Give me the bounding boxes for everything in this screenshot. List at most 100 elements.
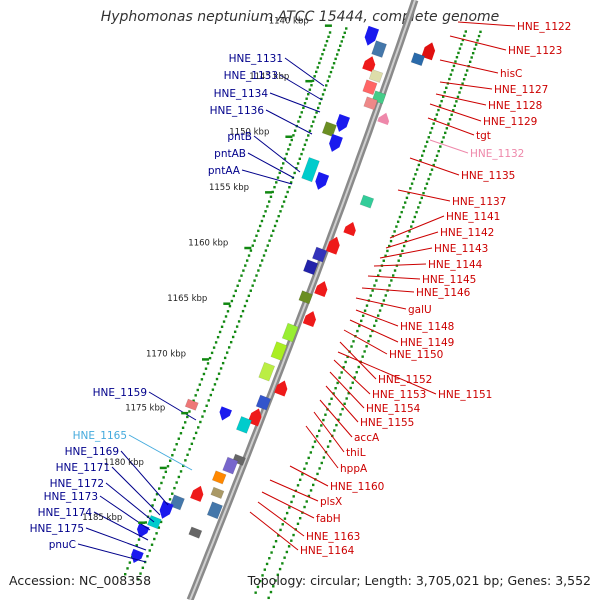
- gene-label-pntab[interactable]: pntAB: [214, 148, 246, 160]
- gene-label-hne-1136[interactable]: HNE_1136: [210, 105, 265, 117]
- gene-feature[interactable]: [281, 322, 299, 343]
- gene-feature[interactable]: [327, 134, 343, 154]
- track-dot: [458, 91, 461, 94]
- gene-label-hne-1150[interactable]: HNE_1150: [389, 349, 443, 361]
- gene-feature[interactable]: [270, 341, 288, 361]
- gene-feature[interactable]: [129, 548, 144, 565]
- gene-feature[interactable]: [211, 470, 227, 485]
- left-gene-labels[interactable]: HNE_1131 HNE_1133 HNE_1134 HNE_1136 pntB pntA…: [30, 53, 283, 551]
- gene-feature[interactable]: [362, 25, 380, 48]
- gene-feature[interactable]: [368, 69, 384, 83]
- gene-label-hisc[interactable]: hisC: [500, 68, 522, 80]
- track-dot: [239, 315, 243, 318]
- gene-label-hppa[interactable]: hppA: [340, 463, 368, 475]
- gene-label-hne-1151[interactable]: HNE_1151: [438, 389, 492, 401]
- gene-label-hne-1163[interactable]: HNE_1163: [306, 531, 360, 543]
- right-gene-labels[interactable]: HNE_1122 HNE_1123 hisC HNE_1127 HNE_1128 HNE_…: [300, 21, 571, 557]
- gene-label-hne-1152[interactable]: HNE_1152: [378, 374, 432, 386]
- gene-label-hne-1142[interactable]: HNE_1142: [440, 227, 494, 239]
- gene-label-acca[interactable]: accA: [354, 432, 380, 444]
- gene-feature[interactable]: [302, 259, 319, 276]
- gene-feature[interactable]: [235, 415, 253, 434]
- gene-feature[interactable]: [363, 96, 378, 111]
- track-dot: [350, 345, 353, 348]
- gene-label-hne-1164[interactable]: HNE_1164: [300, 545, 355, 557]
- track-dot: [273, 185, 276, 189]
- gene-feature[interactable]: [184, 398, 199, 411]
- gene-label-pntaa[interactable]: pntAA: [208, 165, 241, 177]
- gene-feature[interactable]: [222, 456, 239, 475]
- gene-label-hne-1159[interactable]: HNE_1159: [93, 387, 147, 399]
- gene-feature[interactable]: [247, 406, 264, 427]
- gene-feature[interactable]: [343, 220, 358, 237]
- gene-label-hne-1169[interactable]: HNE_1169: [65, 446, 119, 458]
- gene-feature[interactable]: [274, 379, 290, 397]
- gene-label-hne-1143[interactable]: HNE_1143: [434, 243, 488, 255]
- gene-feature[interactable]: [362, 54, 377, 73]
- gene-label-hne-1153[interactable]: HNE_1153: [372, 389, 426, 401]
- gene-label-galu[interactable]: galU: [408, 304, 432, 316]
- gene-feature[interactable]: [421, 41, 437, 61]
- gene-label-pntb[interactable]: pntB: [227, 131, 252, 143]
- gene-feature[interactable]: [371, 40, 387, 58]
- gene-label-hne-1154[interactable]: HNE_1154: [366, 403, 421, 415]
- gene-feature[interactable]: [302, 309, 319, 328]
- gene-label-hne-1149[interactable]: HNE_1149: [400, 337, 454, 349]
- gene-label-hne-1137[interactable]: HNE_1137: [452, 196, 506, 208]
- gene-feature[interactable]: [313, 171, 330, 192]
- gene-feature[interactable]: [190, 484, 206, 502]
- gene-label-hne-1129[interactable]: HNE_1129: [483, 116, 537, 128]
- gene-label-hne-1174[interactable]: HNE_1174: [38, 507, 93, 519]
- gene-feature[interactable]: [210, 486, 225, 500]
- gene-label-hne-1175[interactable]: HNE_1175: [30, 523, 84, 535]
- gene-feature[interactable]: [410, 52, 426, 67]
- gene-feature[interactable]: [217, 406, 232, 422]
- gene-feature[interactable]: [377, 111, 391, 126]
- gene-label-hne-1132[interactable]: HNE_1132: [470, 148, 524, 160]
- gene-label-pnuc[interactable]: pnuC: [49, 539, 76, 551]
- gene-label-tgt[interactable]: tgt: [476, 130, 491, 142]
- gene-label-hne-1133[interactable]: HNE_1133: [224, 70, 278, 82]
- gene-label-hne-1127[interactable]: HNE_1127: [494, 84, 548, 96]
- gene-feature[interactable]: [362, 79, 378, 96]
- gene-label-hne-1123[interactable]: HNE_1123: [508, 45, 562, 57]
- gene-label-hne-1171[interactable]: HNE_1171: [56, 462, 110, 474]
- gene-features[interactable]: [129, 25, 438, 565]
- gene-feature[interactable]: [311, 246, 328, 263]
- gene-label-hne-1141[interactable]: HNE_1141: [446, 211, 500, 223]
- gene-feature[interactable]: [157, 500, 174, 521]
- track-dot: [476, 39, 479, 42]
- gene-label-hne-1155[interactable]: HNE_1155: [360, 417, 414, 429]
- gene-label-hne-1128[interactable]: HNE_1128: [488, 100, 542, 112]
- gene-feature[interactable]: [334, 114, 350, 134]
- gene-feature[interactable]: [359, 194, 375, 209]
- gene-label-hne-1160[interactable]: HNE_1160: [330, 481, 384, 493]
- gene-feature[interactable]: [325, 235, 342, 255]
- gene-label-fabh[interactable]: fabH: [316, 513, 341, 525]
- gene-label-hne-1122[interactable]: HNE_1122: [517, 21, 571, 33]
- gene-feature[interactable]: [314, 279, 330, 298]
- gene-label-hne-1144[interactable]: HNE_1144: [428, 259, 483, 271]
- gene-label-hne-1135[interactable]: HNE_1135: [461, 170, 515, 182]
- gene-label-hne-1146[interactable]: HNE_1146: [416, 287, 471, 299]
- track-dot: [378, 309, 382, 312]
- gene-label-plsx[interactable]: plsX: [320, 496, 342, 508]
- gene-label-thil[interactable]: thiL: [346, 447, 366, 459]
- gene-label-hne-1134[interactable]: HNE_1134: [214, 88, 269, 100]
- gene-label-hne-1172[interactable]: HNE_1172: [50, 478, 104, 490]
- gene-label-hne-1145[interactable]: HNE_1145: [422, 274, 476, 286]
- gene-feature[interactable]: [258, 361, 276, 382]
- gene-label-hne-1173[interactable]: HNE_1173: [44, 491, 98, 503]
- gene-feature[interactable]: [146, 515, 162, 530]
- gene-feature[interactable]: [298, 290, 313, 305]
- gene-feature[interactable]: [255, 394, 272, 411]
- gene-feature[interactable]: [301, 156, 320, 183]
- gene-feature[interactable]: [321, 121, 337, 137]
- gene-label-hne-1165[interactable]: HNE_1165: [73, 430, 127, 442]
- gene-feature[interactable]: [188, 526, 203, 539]
- gene-label-hne-1148[interactable]: HNE_1148: [400, 321, 454, 333]
- gene-feature[interactable]: [206, 501, 223, 520]
- gene-label-hne-1131[interactable]: HNE_1131: [229, 53, 283, 65]
- gene-feature[interactable]: [169, 494, 185, 511]
